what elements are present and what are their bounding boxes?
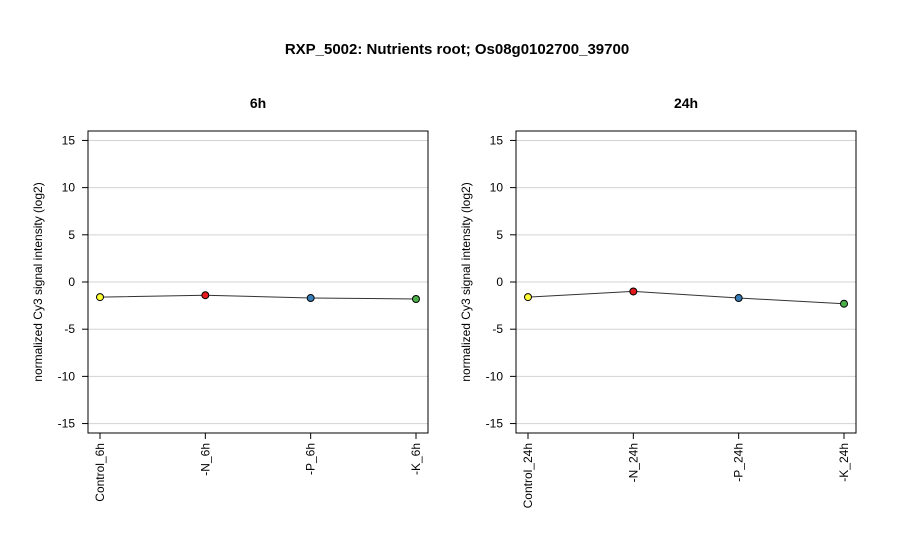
y-tick-label: -10 — [58, 369, 76, 383]
y-tick-label: -5 — [492, 322, 503, 336]
data-point — [201, 291, 210, 300]
y-tick-label: 5 — [68, 228, 75, 242]
data-point — [306, 294, 315, 303]
y-tick-label: 10 — [62, 181, 76, 195]
x-tick-label: Control_24h — [521, 443, 535, 508]
y-tick-label: 0 — [496, 275, 503, 289]
y-tick-label: 15 — [490, 133, 504, 147]
y-tick-label: -5 — [64, 322, 75, 336]
y-axis-label: normalized Cy3 signal intensity (log2) — [459, 182, 473, 381]
series-line — [99, 294, 417, 300]
panel-1: 24h 15 10 5 0 -5 -10 -15 normalized Cy3 signal i… — [459, 95, 857, 508]
data-point — [524, 293, 532, 302]
x-tick-label: -K_24h — [837, 443, 851, 482]
data-point — [734, 294, 743, 303]
y-tick-label: -10 — [486, 369, 504, 383]
y-tick-label: 10 — [490, 181, 504, 195]
data-point — [96, 293, 104, 302]
panel-0: 6h 15 10 5 0 -5 -10 -15 normalized Cy3 signal in… — [31, 95, 429, 502]
x-tick-label: Control_6h — [93, 443, 107, 502]
data-point — [840, 299, 848, 308]
y-tick-label: 0 — [68, 275, 75, 289]
x-tick-label: -P_6h — [304, 443, 318, 475]
x-tick-label: -P_24h — [732, 443, 746, 482]
x-tick-label: -N_24h — [626, 443, 640, 482]
x-tick-label: -K_6h — [409, 443, 423, 475]
x-tick-label: -N_6h — [198, 443, 212, 476]
y-tick-label: 5 — [496, 228, 503, 242]
panel-title: 24h — [674, 95, 698, 111]
panel-title: 6h — [250, 95, 266, 111]
data-point — [629, 287, 638, 296]
y-tick-label: 15 — [62, 133, 76, 147]
y-tick-label: -15 — [58, 417, 76, 431]
data-point — [412, 294, 420, 303]
figure-title: RXP_5002: Nutrients root; Os08g0102700_3… — [285, 41, 629, 58]
series-line — [527, 290, 845, 305]
y-axis-label: normalized Cy3 signal intensity (log2) — [31, 182, 45, 381]
y-tick-label: -15 — [486, 417, 504, 431]
